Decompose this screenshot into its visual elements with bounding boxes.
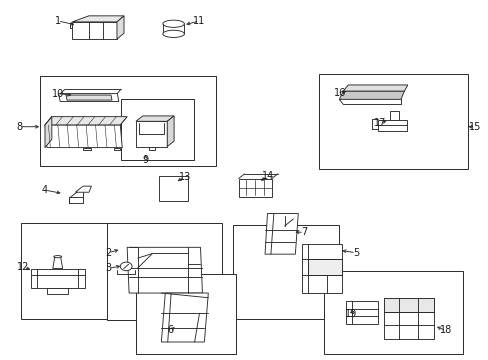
Polygon shape [136,116,174,121]
Bar [40,76,216,166]
Bar [106,223,221,320]
Bar [136,274,236,354]
Polygon shape [307,259,342,275]
Polygon shape [339,91,404,99]
Text: 2: 2 [105,248,111,258]
Polygon shape [343,85,407,91]
Text: 9: 9 [142,155,148,165]
Polygon shape [45,117,127,125]
Polygon shape [127,247,202,293]
Text: 12: 12 [17,262,30,272]
Polygon shape [31,269,84,288]
Text: 19: 19 [344,309,357,319]
Polygon shape [47,288,68,294]
Polygon shape [264,213,298,254]
Polygon shape [45,117,52,148]
Polygon shape [345,301,378,324]
Text: 5: 5 [352,248,358,258]
Polygon shape [75,186,91,192]
Polygon shape [59,94,119,102]
Text: 1: 1 [55,16,61,26]
Polygon shape [377,120,407,131]
Polygon shape [72,16,124,22]
Polygon shape [66,95,112,100]
Text: 3: 3 [105,263,111,273]
Text: 13: 13 [178,172,191,182]
Text: 10: 10 [51,89,64,99]
Polygon shape [70,23,72,28]
Bar [121,99,193,160]
Polygon shape [383,298,433,312]
Polygon shape [72,22,117,39]
Polygon shape [389,111,398,120]
Text: 18: 18 [439,325,451,336]
Polygon shape [383,298,433,339]
Bar [318,74,467,169]
Text: 4: 4 [42,185,48,195]
Polygon shape [302,244,342,293]
Text: 6: 6 [167,325,173,336]
Polygon shape [167,116,174,147]
Polygon shape [148,147,154,150]
Bar [232,225,339,319]
Text: 14: 14 [261,171,274,181]
Text: 11: 11 [193,16,205,26]
Polygon shape [136,121,167,147]
Ellipse shape [163,20,184,27]
Bar [323,271,462,354]
Text: 8: 8 [17,122,22,132]
Polygon shape [53,257,62,269]
Circle shape [120,262,132,271]
Ellipse shape [163,30,184,37]
Polygon shape [238,179,271,197]
Text: 16: 16 [333,88,346,98]
Text: 17: 17 [373,118,386,128]
Polygon shape [117,16,124,39]
Polygon shape [45,125,122,148]
Polygon shape [83,148,91,150]
Polygon shape [161,293,208,342]
Text: 7: 7 [301,227,306,237]
Polygon shape [69,197,83,203]
Bar [20,223,110,319]
Text: 15: 15 [468,122,481,132]
Polygon shape [159,176,188,201]
Ellipse shape [54,256,61,258]
Polygon shape [114,148,120,150]
